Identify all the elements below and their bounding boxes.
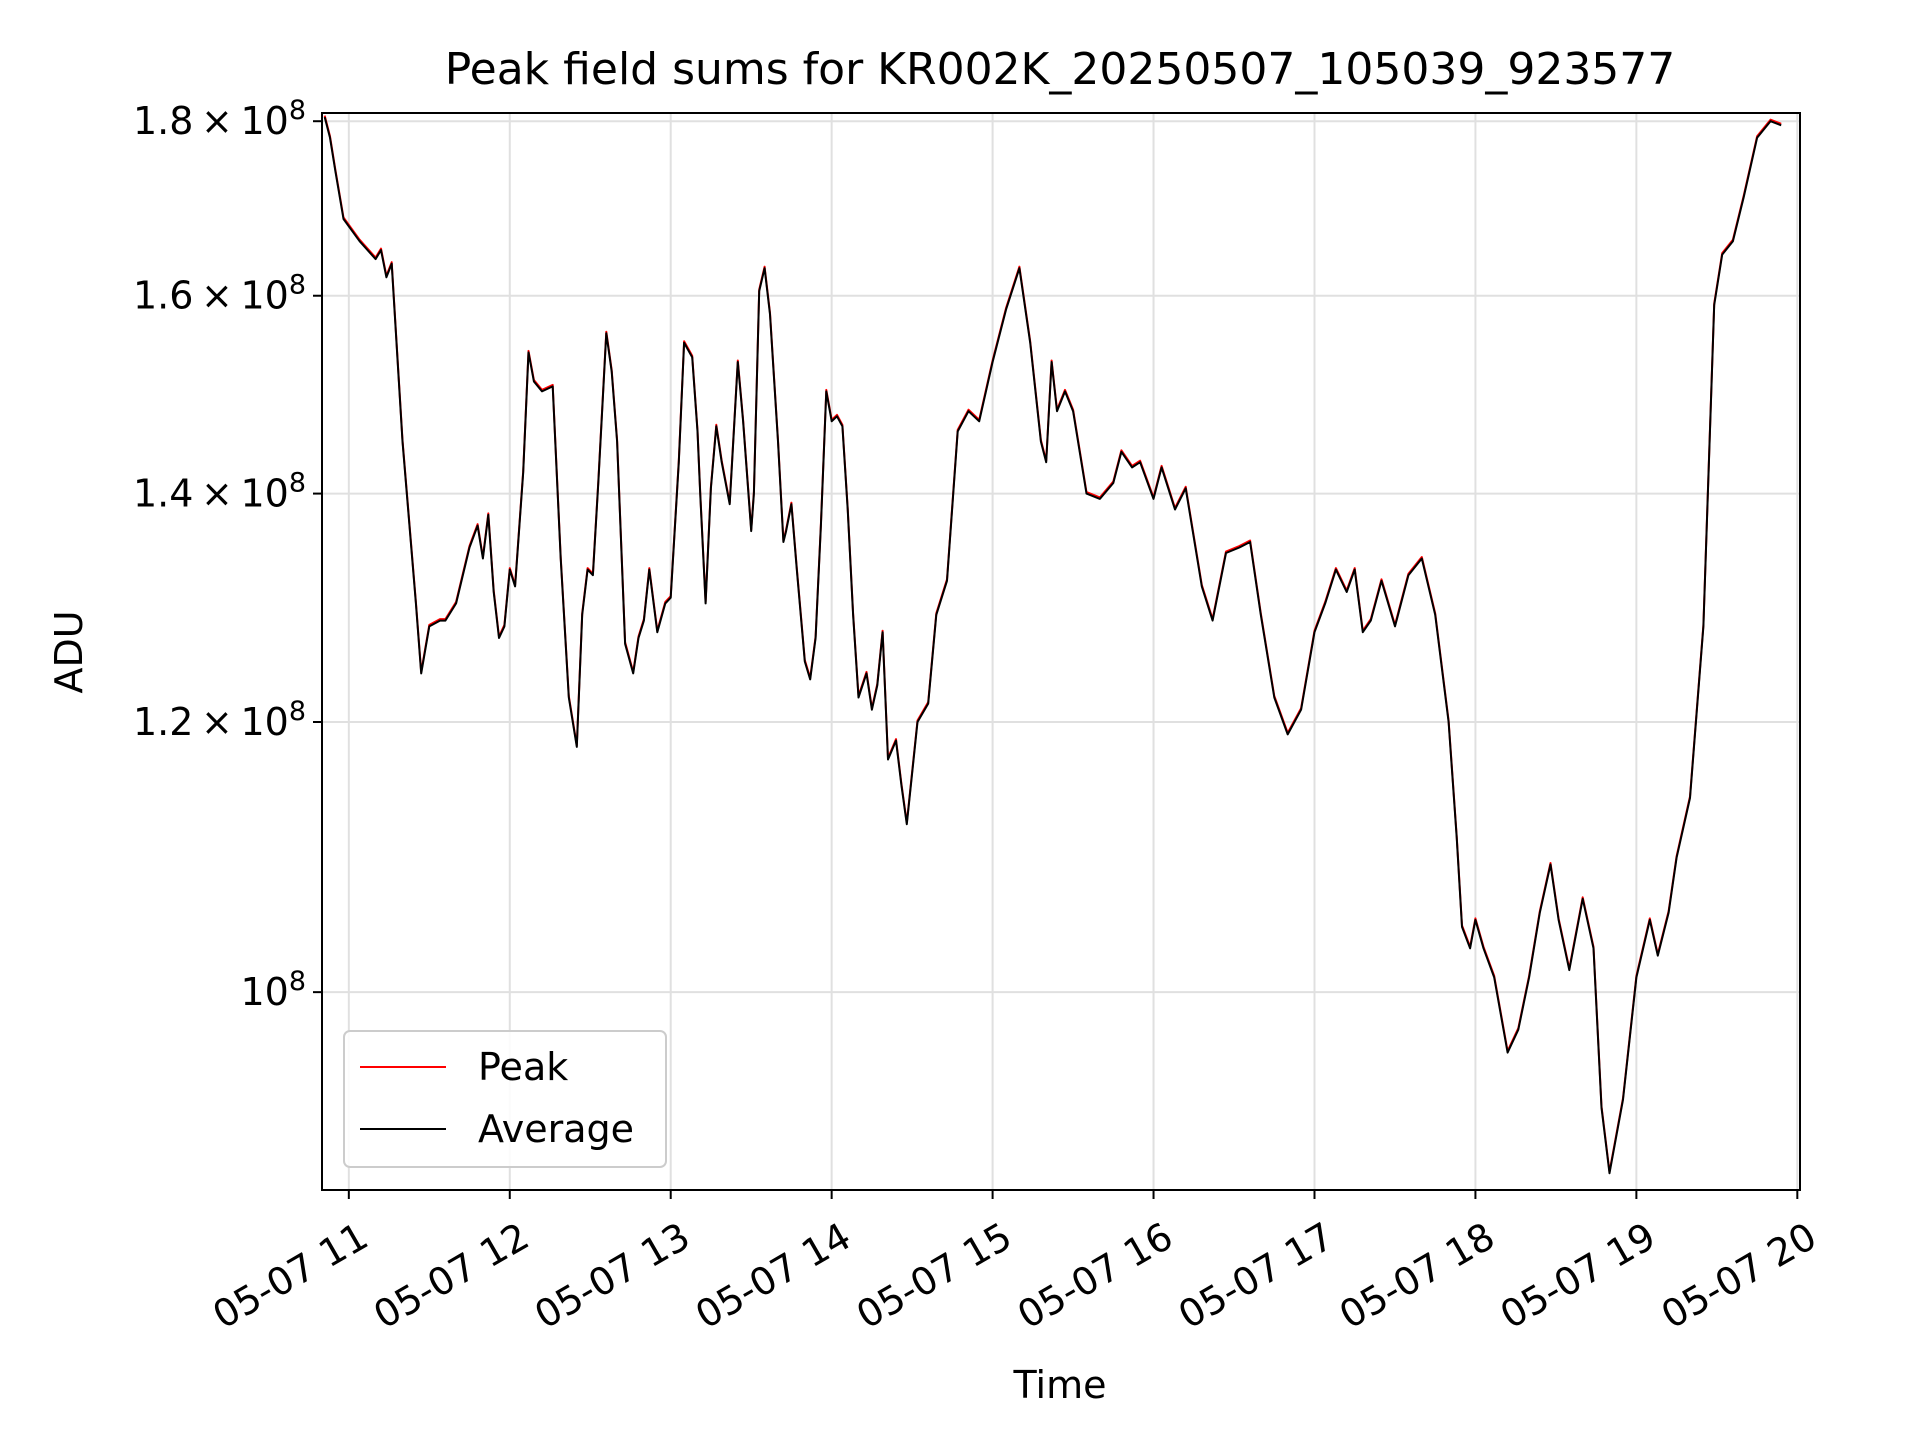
y-tick-label: 1.8 × 108 xyxy=(133,95,306,143)
plot-area xyxy=(323,115,1782,1175)
y-tick-label: 108 xyxy=(240,966,306,1014)
chart-title: Peak field sums for KR002K_20250507_1050… xyxy=(445,44,1676,95)
y-axis: 1.8 × 108 1.6 × 108 1.4 × 108 1.2 × 108 108 xyxy=(133,95,322,1014)
y-tick-label: 1.2 × 108 xyxy=(133,696,306,744)
y-axis-label: ADU xyxy=(47,610,91,693)
legend: Peak Average xyxy=(343,1030,667,1168)
grid xyxy=(322,113,1800,1190)
series-line-average xyxy=(323,116,1782,1175)
y-tick-label: 1.6 × 108 xyxy=(133,270,306,318)
x-axis-label: Time xyxy=(1013,1363,1107,1407)
y-tick-label: 1.4 × 108 xyxy=(133,468,306,516)
legend-label-average: Average xyxy=(478,1107,634,1151)
plot-frame xyxy=(321,112,1801,1191)
legend-label-peak: Peak xyxy=(478,1045,568,1089)
legend-box xyxy=(343,1030,667,1168)
